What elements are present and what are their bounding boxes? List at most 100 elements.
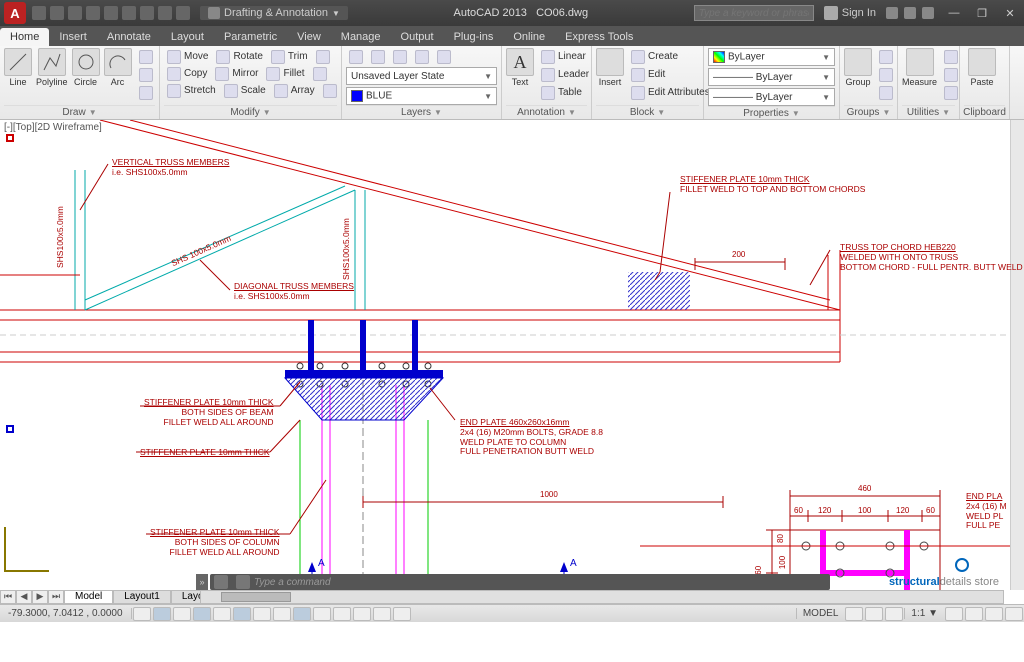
circle-button[interactable]: Circle bbox=[72, 48, 100, 88]
chevron-down-icon[interactable]: ▼ bbox=[434, 108, 442, 117]
close-button[interactable]: ✕ bbox=[996, 3, 1024, 23]
status-btn[interactable] bbox=[965, 607, 983, 621]
array-button[interactable]: Array bbox=[271, 82, 318, 99]
status-btn[interactable] bbox=[193, 607, 211, 621]
scale-button[interactable]: Scale bbox=[221, 82, 269, 99]
status-btn[interactable] bbox=[353, 607, 371, 621]
trim-button[interactable]: Trim bbox=[268, 48, 311, 65]
fillet-button[interactable]: Fillet bbox=[263, 65, 307, 82]
chevron-down-icon[interactable]: ▼ bbox=[89, 108, 97, 117]
status-btn[interactable] bbox=[373, 607, 391, 621]
exchange-icon[interactable] bbox=[886, 7, 898, 19]
paste-button[interactable]: Paste bbox=[964, 48, 1000, 88]
tab-next[interactable]: ▶ bbox=[32, 590, 48, 604]
vertical-scrollbar[interactable] bbox=[1010, 120, 1024, 590]
minimize-button[interactable]: — bbox=[940, 3, 968, 23]
qat-btn[interactable] bbox=[122, 6, 136, 20]
u1[interactable] bbox=[941, 48, 961, 65]
qat-btn[interactable] bbox=[86, 6, 100, 20]
layer-btn[interactable] bbox=[346, 48, 366, 65]
status-btn[interactable] bbox=[213, 607, 231, 621]
stretch-button[interactable]: Stretch bbox=[164, 82, 219, 99]
tab-annotate[interactable]: Annotate bbox=[97, 28, 161, 46]
status-btn[interactable] bbox=[233, 607, 251, 621]
status-btn[interactable] bbox=[945, 607, 963, 621]
chevron-down-icon[interactable]: ▼ bbox=[942, 108, 950, 117]
qat-btn[interactable] bbox=[32, 6, 46, 20]
draw-more[interactable] bbox=[136, 48, 156, 65]
status-btn[interactable] bbox=[845, 607, 863, 621]
app-logo[interactable]: A bbox=[4, 2, 26, 24]
drawing-viewport[interactable]: [-][Top][2D Wireframe] bbox=[0, 120, 1024, 622]
mirror-button[interactable]: Mirror bbox=[212, 65, 261, 82]
command-line[interactable]: Type a command bbox=[210, 574, 830, 590]
editattr-button[interactable]: Edit Attributes bbox=[628, 84, 713, 101]
qat-btn[interactable] bbox=[68, 6, 82, 20]
status-btn[interactable] bbox=[273, 607, 291, 621]
layout-tab-model[interactable]: Model bbox=[64, 590, 113, 604]
tab-insert[interactable]: Insert bbox=[49, 28, 97, 46]
layer-btn[interactable] bbox=[390, 48, 410, 65]
status-btn[interactable] bbox=[133, 607, 151, 621]
layer-btn[interactable] bbox=[434, 48, 454, 65]
status-btn[interactable] bbox=[885, 607, 903, 621]
arc-button[interactable]: Arc bbox=[104, 48, 132, 88]
tab-prev[interactable]: ◀ bbox=[16, 590, 32, 604]
qat-btn[interactable] bbox=[140, 6, 154, 20]
table-button[interactable]: Table bbox=[538, 84, 592, 101]
rotate-button[interactable]: Rotate bbox=[213, 48, 265, 65]
status-btn[interactable] bbox=[313, 607, 331, 621]
u3[interactable] bbox=[941, 84, 961, 101]
status-scale[interactable]: 1:1 ▼ bbox=[904, 608, 944, 619]
status-btn[interactable] bbox=[253, 607, 271, 621]
maximize-button[interactable]: ❐ bbox=[968, 3, 996, 23]
qat-btn[interactable] bbox=[158, 6, 172, 20]
status-btn[interactable] bbox=[1005, 607, 1023, 621]
ext1[interactable] bbox=[313, 48, 333, 65]
create-button[interactable]: Create bbox=[628, 48, 713, 65]
sign-in[interactable]: Sign In bbox=[824, 6, 876, 20]
layer-btn[interactable] bbox=[368, 48, 388, 65]
status-btn[interactable] bbox=[153, 607, 171, 621]
tab-parametric[interactable]: Parametric bbox=[214, 28, 287, 46]
tab-plugins[interactable]: Plug-ins bbox=[444, 28, 504, 46]
status-btn[interactable] bbox=[173, 607, 191, 621]
ext2[interactable] bbox=[310, 65, 330, 82]
status-btn[interactable] bbox=[985, 607, 1003, 621]
qat-btn[interactable] bbox=[104, 6, 118, 20]
edit-button[interactable]: Edit bbox=[628, 66, 713, 83]
down-icon[interactable] bbox=[922, 7, 934, 19]
move-button[interactable]: Move bbox=[164, 48, 211, 65]
g2[interactable] bbox=[876, 66, 896, 83]
linear-button[interactable]: Linear bbox=[538, 48, 592, 65]
polyline-button[interactable]: Polyline bbox=[36, 48, 68, 88]
status-btn[interactable] bbox=[333, 607, 351, 621]
tab-view[interactable]: View bbox=[287, 28, 331, 46]
chevron-down-icon[interactable]: ▼ bbox=[882, 108, 890, 117]
copy-button[interactable]: Copy bbox=[164, 65, 210, 82]
chevron-down-icon[interactable]: ▼ bbox=[568, 108, 576, 117]
u2[interactable] bbox=[941, 66, 961, 83]
chevron-down-icon[interactable]: ▼ bbox=[657, 108, 665, 117]
status-btn[interactable] bbox=[865, 607, 883, 621]
tab-layout[interactable]: Layout bbox=[161, 28, 214, 46]
cmd-handle[interactable]: » bbox=[196, 574, 208, 590]
status-btn[interactable] bbox=[293, 607, 311, 621]
scroll-thumb[interactable] bbox=[221, 592, 291, 602]
color-combo[interactable]: ByLayer▼ bbox=[708, 48, 835, 66]
layer-state-combo[interactable]: Unsaved Layer State▼ bbox=[346, 67, 497, 85]
linetype-combo[interactable]: ———— ByLayer▼ bbox=[708, 88, 835, 106]
text-button[interactable]: AText bbox=[506, 48, 534, 88]
chevron-down-icon[interactable]: ▼ bbox=[263, 108, 271, 117]
tab-output[interactable]: Output bbox=[391, 28, 444, 46]
tab-first[interactable]: ⏮ bbox=[0, 590, 16, 604]
group-button[interactable]: Group bbox=[844, 48, 872, 88]
draw-more3[interactable] bbox=[136, 84, 156, 101]
lineweight-combo[interactable]: ———— ByLayer▼ bbox=[708, 68, 835, 86]
tab-online[interactable]: Online bbox=[503, 28, 555, 46]
coordinates[interactable]: -79.3000, 7.0412 , 0.0000 bbox=[0, 608, 132, 619]
workspace-selector[interactable]: Drafting & Annotation ▼ bbox=[200, 6, 348, 20]
insert-button[interactable]: Insert bbox=[596, 48, 624, 88]
help-icon[interactable] bbox=[904, 7, 916, 19]
g3[interactable] bbox=[876, 84, 896, 101]
